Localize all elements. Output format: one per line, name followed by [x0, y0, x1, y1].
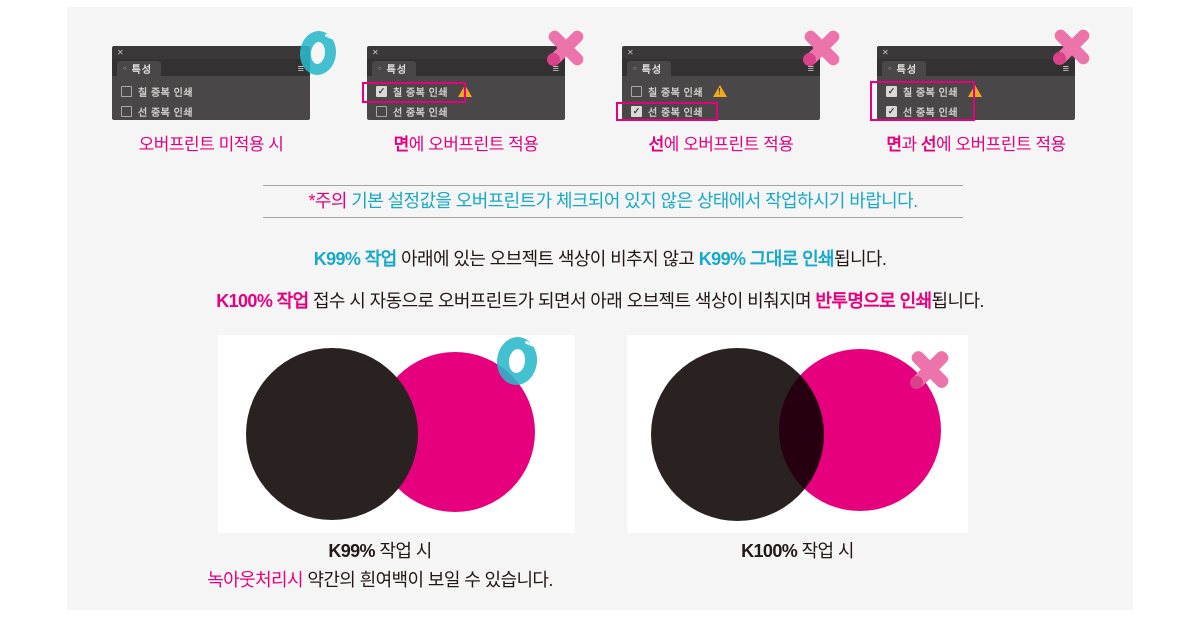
fill-overprint-label: 칠 중복 인쇄	[648, 87, 704, 99]
panel-titlebar: ✕ «	[367, 46, 565, 59]
highlight-box	[870, 81, 975, 121]
tab-dot-icon: ○	[888, 65, 893, 72]
panel-body: ✓ 칠 중복 인쇄 ! ✓ 선 중복 인쇄	[870, 76, 1075, 121]
panel-titlebar: ✕ «	[877, 46, 1075, 59]
k100-explanation: K100% 작업 접수 시 자동으로 오버프린트가 되면서 아래 오브젝트 색상…	[216, 291, 984, 311]
panel-caption: 선에 오버프린트 적용	[648, 135, 794, 154]
stroke-overprint-label: 선 중복 인쇄	[903, 107, 959, 119]
k100-demo-caption: K100% 작업 시	[627, 537, 968, 563]
panel-titlebar: ✕ «	[112, 46, 310, 59]
panel-body: 칠 중복 인쇄 ! ✓ 선 중복 인쇄	[616, 76, 820, 121]
fill-overprint-checkbox[interactable]	[121, 85, 132, 97]
tab-attributes[interactable]: ○ 특성	[627, 61, 672, 76]
panel-menu-icon[interactable]: ≡	[1062, 63, 1069, 75]
fill-overprint-checkbox[interactable]: ✓	[886, 85, 897, 97]
attributes-panel-stroke: ✕ « ○ 특성 ≡ 칠 중복 인쇄 ! ✓ 선 중복 인쇄	[616, 28, 842, 121]
k99-demo-caption: K99% 작업 시 녹아웃처리시 약간의 흰여백이 보일 수 있습니다.	[190, 537, 570, 592]
fill-overprint-row: 칠 중복 인쇄 !	[622, 81, 820, 101]
caption-line-2: 녹아웃처리시 약간의 흰여백이 보일 수 있습니다.	[207, 570, 553, 590]
panel-caption: 면과 선에 오버프린트 적용	[886, 135, 1066, 154]
wrong-badge-icon	[1050, 25, 1094, 69]
close-icon[interactable]: ✕	[372, 48, 379, 57]
highlight-box	[616, 102, 718, 121]
fill-overprint-row: 칠 중복 인쇄	[112, 81, 310, 101]
tab-label: 특성	[641, 65, 663, 76]
panel-caption: 오버프린트 미적용 시	[138, 135, 284, 154]
stroke-overprint-row: 선 중복 인쇄	[112, 101, 310, 121]
panel-tab-row: ○ 특성 ≡	[622, 59, 820, 76]
panel-body: ✓ 칠 중복 인쇄 ! 선 중복 인쇄	[362, 76, 565, 121]
tab-attributes[interactable]: ○ 특성	[117, 61, 162, 76]
fill-overprint-label: 칠 중복 인쇄	[903, 87, 959, 99]
caption-line-1: K99% 작업 시	[328, 541, 432, 561]
wrong-badge-icon	[800, 26, 844, 70]
fill-overprint-label: 칠 중복 인쇄	[138, 87, 194, 99]
tab-label: 특성	[386, 65, 408, 76]
panel-body: 칠 중복 인쇄 선 중복 인쇄	[112, 76, 310, 120]
fill-overprint-checkbox[interactable]: ✓	[376, 85, 387, 97]
panel-titlebar: ✕ «	[622, 46, 820, 59]
k99-demo-box	[218, 335, 575, 533]
tab-label: 특성	[896, 65, 918, 76]
stroke-overprint-label: 선 중복 인쇄	[138, 107, 194, 119]
attributes-panel-fill: ✕ « ○ 특성 ≡ ✓ 칠 중복 인쇄 ! 선 중복 인쇄	[362, 28, 586, 121]
highlight-box	[362, 82, 466, 103]
notice-strip: *주의 기본 설정값을 오버프린트가 체크되어 있지 않은 상태에서 작업하시기…	[263, 185, 963, 218]
stroke-overprint-checkbox[interactable]: ✓	[631, 105, 642, 117]
panel-tab-row: ○ 특성 ≡	[877, 59, 1075, 76]
warning-icon: !	[713, 85, 728, 97]
wrong-badge-icon	[907, 347, 953, 393]
stroke-overprint-label: 선 중복 인쇄	[648, 107, 704, 119]
black-circle	[246, 348, 418, 520]
stroke-overprint-checkbox[interactable]	[121, 105, 132, 117]
stroke-overprint-row: ✓ 선 중복 인쇄	[877, 101, 1075, 121]
stroke-overprint-label: 선 중복 인쇄	[393, 107, 449, 119]
wrong-badge-icon	[544, 26, 588, 70]
close-icon[interactable]: ✕	[627, 48, 634, 57]
stroke-overprint-checkbox[interactable]	[376, 105, 387, 117]
tab-dot-icon: ○	[633, 65, 638, 72]
attributes-panel-none: ✕ « ○ 특성 ≡ 칠 중복 인쇄 선 중복 인쇄	[112, 29, 339, 120]
stroke-overprint-row: 선 중복 인쇄	[367, 101, 565, 121]
tab-label: 특성	[131, 65, 153, 76]
panel-tab-row: ○ 특성 ≡	[112, 59, 310, 76]
k100-demo-box	[627, 335, 968, 533]
panel-caption: 면에 오버프린트 적용	[393, 135, 539, 154]
black-circle-transparent	[651, 348, 824, 521]
caption-line-1: K100% 작업 시	[741, 541, 854, 561]
stroke-overprint-row: ✓ 선 중복 인쇄	[622, 101, 820, 121]
tab-dot-icon: ○	[123, 65, 128, 72]
panel-tab-row: ○ 특성 ≡	[367, 59, 565, 76]
stroke-overprint-checkbox[interactable]: ✓	[886, 105, 897, 117]
tab-attributes[interactable]: ○ 특성	[882, 61, 927, 76]
tab-attributes[interactable]: ○ 특성	[372, 61, 417, 76]
k99-explanation: K99% 작업 아래에 있는 오브젝트 색상이 비추지 않고 K99% 그대로 …	[313, 249, 887, 269]
tab-dot-icon: ○	[378, 65, 383, 72]
panel-menu-icon[interactable]: ≡	[297, 63, 304, 75]
fill-overprint-checkbox[interactable]	[631, 85, 642, 97]
close-icon[interactable]: ✕	[882, 48, 889, 57]
attributes-panel-both: ✕ « ○ 특성 ≡ ✓ 칠 중복 인쇄 ! ✓ 선 중복 인쇄	[870, 27, 1092, 121]
close-icon[interactable]: ✕	[117, 48, 124, 57]
fill-overprint-label: 칠 중복 인쇄	[393, 87, 449, 99]
